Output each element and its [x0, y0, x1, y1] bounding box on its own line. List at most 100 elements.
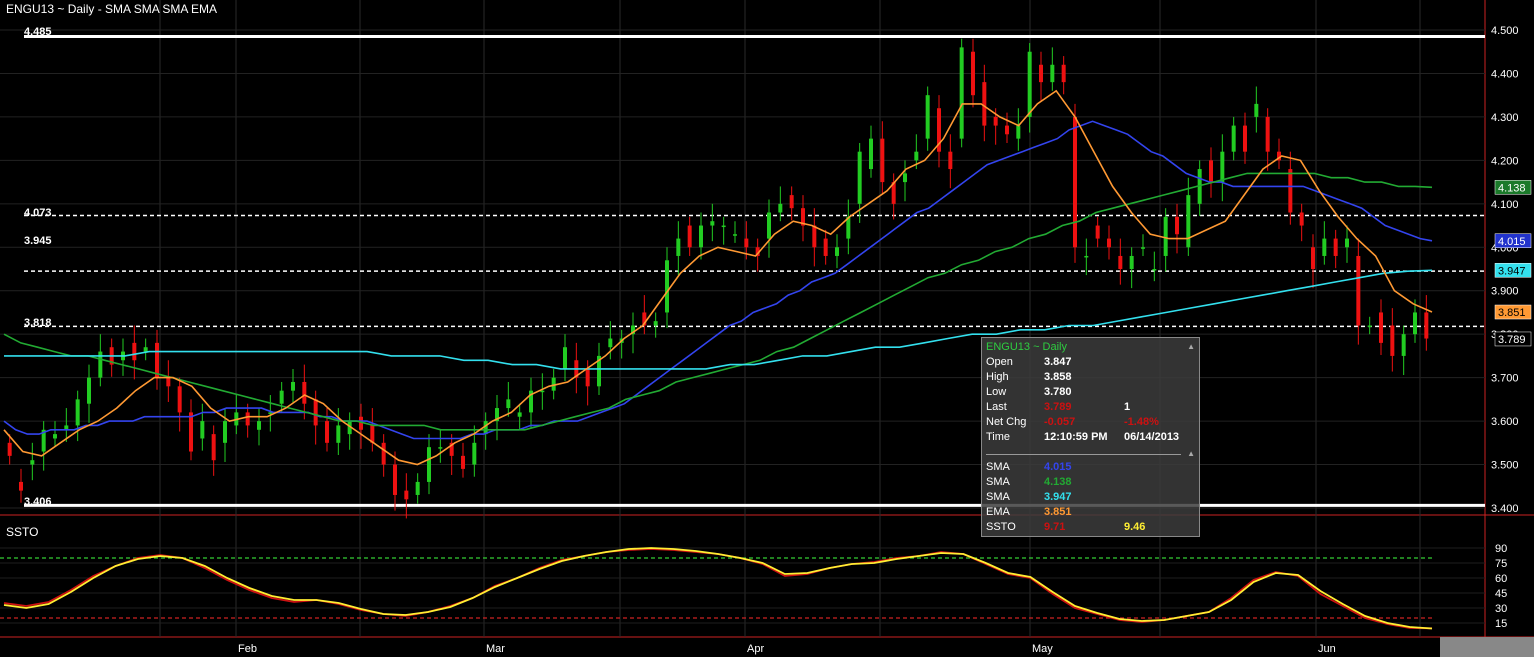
candle-body [313, 399, 318, 426]
level-label: 3.818 [24, 317, 52, 329]
candle-body [449, 442, 454, 456]
candle-body [415, 481, 420, 495]
quote-info-box[interactable]: ENGU13 ~ Daily ▲ ▲ Open 3.847 High 3.858 Low… [981, 337, 1200, 537]
candle-body [268, 412, 273, 414]
info-row-label: SSTO [986, 521, 1016, 533]
candle-body [1243, 125, 1247, 152]
candle-body [540, 390, 545, 393]
candle-body [1322, 238, 1327, 256]
info-row-value: 3.858 [1044, 371, 1072, 383]
ssto-tick-label: 75 [1495, 558, 1507, 570]
collapse-up-icon[interactable]: ▲ [1187, 342, 1195, 351]
candle-body [166, 377, 171, 387]
candle-body [1039, 64, 1043, 83]
info-row-value: 3.851 [1044, 506, 1072, 518]
ssto-line [3, 548, 1433, 630]
candle-body [846, 216, 851, 239]
ma-line [3, 172, 1433, 431]
candle-body [1118, 255, 1123, 269]
candle-body [41, 429, 46, 452]
info-row-label: Time [986, 431, 1011, 443]
ma-line [3, 120, 1433, 440]
candle-body [1277, 151, 1281, 161]
candle-body [801, 208, 805, 226]
y-tick-label: 3.600 [1491, 416, 1519, 428]
candle-body [1345, 238, 1349, 248]
price-tag-label: 3.947 [1498, 265, 1526, 277]
candle-body [1152, 269, 1157, 271]
candle-body [982, 82, 987, 126]
ssto-tick-label: 60 [1495, 573, 1507, 585]
candle-body [744, 238, 749, 248]
candle-body [257, 421, 261, 430]
candle-body [642, 312, 647, 326]
price-tag [1494, 263, 1532, 278]
candle-body [279, 390, 284, 404]
candle-body [1209, 160, 1213, 183]
info-row-value: -0.057 [1044, 416, 1076, 428]
y-tick-label: 4.300 [1491, 112, 1519, 124]
candle-body [551, 377, 556, 391]
candle-body [177, 386, 182, 413]
info-row-value: 3.789 [1044, 401, 1072, 413]
candle-body [608, 338, 613, 348]
info-row-label: Net Chg [986, 416, 1027, 428]
candle-body [483, 421, 488, 435]
level-label: 4.073 [24, 207, 52, 219]
candle-body [563, 347, 567, 369]
candle-body [1129, 255, 1134, 269]
candle-body [1095, 225, 1100, 239]
candle-body [880, 138, 885, 183]
info-box-divider [986, 454, 1181, 455]
candle-body [925, 95, 930, 139]
x-tick-label: Feb [238, 643, 257, 655]
info-row-value: 3.780 [1044, 386, 1072, 398]
candle-body [155, 342, 159, 378]
price-tag [1494, 180, 1532, 195]
horizontal-scrollbar[interactable] [1440, 637, 1534, 657]
candle-body [1220, 151, 1225, 183]
candle-body [1084, 255, 1089, 258]
info-box-header: ENGU13 ~ Daily [986, 341, 1068, 353]
candle-body [631, 325, 635, 335]
level-label: 3.945 [24, 235, 52, 247]
candle-body [948, 151, 953, 170]
collapse-up-icon[interactable]: ▲ [1187, 449, 1195, 458]
candle-body [891, 182, 896, 204]
y-tick-label: 4.200 [1491, 155, 1519, 167]
candle-body [223, 421, 227, 443]
candle-body [585, 368, 590, 387]
candle-body [1367, 325, 1372, 327]
y-tick-label: 4.500 [1491, 25, 1519, 37]
candle-body [665, 260, 669, 313]
candle-body [778, 203, 783, 213]
candle-body [472, 442, 477, 465]
candle-body [1356, 255, 1361, 326]
candle-body [427, 447, 431, 482]
candle-body [393, 464, 397, 495]
price-tag [1494, 331, 1532, 347]
candle-body [653, 321, 658, 326]
candle-body [370, 425, 375, 443]
candle-body [699, 225, 703, 248]
candle-body [733, 234, 737, 236]
y-tick-label: 3.400 [1491, 503, 1519, 515]
candle-body [438, 447, 443, 449]
candle-body [132, 342, 137, 361]
info-row-value: 12:10:59 PM [1044, 431, 1108, 443]
x-tick-label: Jun [1318, 643, 1336, 655]
candle-body [1016, 125, 1021, 139]
candle-body [959, 47, 964, 139]
candle-body [914, 151, 919, 161]
info-row-label: Low [986, 386, 1007, 398]
info-row-label: SMA [986, 476, 1010, 488]
candle-body [30, 460, 35, 465]
candle-body [767, 212, 771, 239]
candle-body [200, 421, 205, 439]
candle-body [789, 195, 794, 209]
candle-body [529, 390, 533, 413]
level-label: 4.485 [24, 26, 52, 38]
candle-body [755, 247, 760, 256]
candle-body [857, 151, 862, 204]
